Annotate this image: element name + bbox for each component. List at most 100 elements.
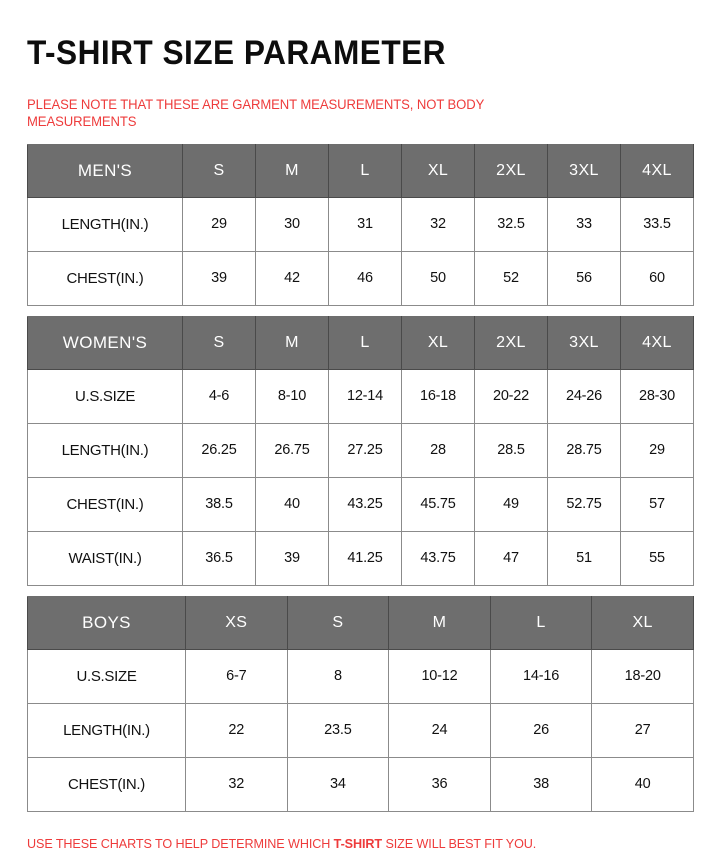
measurement-cell: 4-6	[182, 368, 256, 424]
column-header-m: M	[255, 315, 329, 370]
measurement-cell: 24	[388, 702, 491, 758]
row-label: CHEST(IN.)	[27, 756, 186, 812]
column-header-xl: XL	[401, 315, 475, 370]
column-header-l: L	[328, 143, 402, 198]
column-header-m: M	[388, 595, 491, 650]
measurement-cell: 39	[182, 250, 256, 306]
footer-note-prefix: USE THESE CHARTS TO HELP DETERMINE WHICH	[27, 835, 334, 851]
column-header-s: S	[286, 595, 390, 650]
measurement-cell: 8	[286, 648, 390, 704]
garment-measurement-note: PLEASE NOTE THAT THESE ARE GARMENT MEASU…	[27, 96, 485, 129]
measurement-cell: 49	[474, 476, 548, 532]
row-label: WAIST(IN.)	[27, 530, 183, 586]
column-header-xs: XS	[185, 595, 288, 650]
table-row: CHEST(IN.) 38.5 40 43.25 45.75 49 52.75 57	[27, 476, 694, 532]
measurement-cell: 12-14	[328, 368, 402, 424]
footer-note-suffix: SIZE WILL BEST FIT YOU.	[382, 835, 537, 851]
table-row: CHEST(IN.) 39 42 46 50 52 56 60	[27, 250, 694, 306]
measurement-cell: 28.5	[474, 422, 548, 478]
column-header-l: L	[489, 595, 593, 650]
measurement-cell: 26	[489, 702, 593, 758]
table-row: LENGTH(IN.) 26.25 26.75 27.25 28 28.5 28.75 29	[27, 422, 694, 478]
size-tables-container: MEN'S S M L XL 2XL 3XL 4XL LENGTH(IN.) 29 30 31 32 32…	[27, 143, 694, 812]
measurement-cell: 39	[255, 530, 329, 586]
measurement-cell: 36	[388, 756, 491, 812]
column-header-l: L	[328, 315, 402, 370]
measurement-cell: 24-26	[547, 368, 621, 424]
measurement-cell: 43.75	[401, 530, 475, 586]
measurement-cell: 26.75	[255, 422, 329, 478]
measurement-cell: 6-7	[185, 648, 288, 704]
measurement-cell: 47	[474, 530, 548, 586]
column-header-4xl: 4XL	[620, 315, 694, 370]
measurement-cell: 22	[185, 702, 288, 758]
measurement-cell: 60	[620, 250, 694, 306]
measurement-cell: 34	[286, 756, 390, 812]
measurement-cell: 29	[620, 422, 694, 478]
table-row: CHEST(IN.) 32 34 36 38 40	[27, 756, 694, 812]
column-header-2xl: 2XL	[474, 143, 548, 198]
table-title-mens: MEN'S	[27, 143, 183, 198]
measurement-cell: 32	[185, 756, 288, 812]
measurement-cell: 52.75	[547, 476, 621, 532]
column-header-xl: XL	[401, 143, 475, 198]
measurement-cell: 38	[489, 756, 593, 812]
table-row: LENGTH(IN.) 29 30 31 32 32.5 33 33.5	[27, 196, 694, 252]
measurement-cell: 43.25	[328, 476, 402, 532]
measurement-cell: 32.5	[474, 196, 548, 252]
measurement-cell: 28.75	[547, 422, 621, 478]
measurement-cell: 30	[255, 196, 329, 252]
row-label: LENGTH(IN.)	[27, 702, 186, 758]
measurement-cell: 33.5	[620, 196, 694, 252]
row-label: CHEST(IN.)	[27, 250, 183, 306]
measurement-cell: 45.75	[401, 476, 475, 532]
measurement-cell: 14-16	[489, 648, 593, 704]
table-row: WAIST(IN.) 36.5 39 41.25 43.75 47 51 55	[27, 530, 694, 586]
row-label: CHEST(IN.)	[27, 476, 183, 532]
measurement-cell: 20-22	[474, 368, 548, 424]
size-table-womens: WOMEN'S S M L XL 2XL 3XL 4XL U.S.SIZE 4-6 8-10 12-1…	[27, 315, 694, 586]
column-header-3xl: 3XL	[547, 315, 621, 370]
measurement-cell: 18-20	[591, 648, 694, 704]
measurement-cell: 10-12	[388, 648, 491, 704]
column-header-xl: XL	[591, 595, 694, 650]
table-row: U.S.SIZE 6-7 8 10-12 14-16 18-20	[27, 648, 694, 704]
row-label: U.S.SIZE	[27, 648, 186, 704]
row-label: LENGTH(IN.)	[27, 196, 183, 252]
measurement-cell: 23.5	[286, 702, 390, 758]
measurement-cell: 33	[547, 196, 621, 252]
measurement-cell: 57	[620, 476, 694, 532]
measurement-cell: 16-18	[401, 368, 475, 424]
measurement-cell: 8-10	[255, 368, 329, 424]
footer-note: USE THESE CHARTS TO HELP DETERMINE WHICH…	[27, 836, 673, 852]
measurement-cell: 28-30	[620, 368, 694, 424]
row-label: U.S.SIZE	[27, 368, 183, 424]
measurement-cell: 41.25	[328, 530, 402, 586]
measurement-cell: 32	[401, 196, 475, 252]
row-label: LENGTH(IN.)	[27, 422, 183, 478]
page-title: T-SHIRT SIZE PARAMETER	[27, 33, 446, 72]
measurement-cell: 51	[547, 530, 621, 586]
measurement-cell: 27	[591, 702, 694, 758]
measurement-cell: 46	[328, 250, 402, 306]
measurement-cell: 26.25	[182, 422, 256, 478]
size-chart-page: T-SHIRT SIZE PARAMETER PLEASE NOTE THAT …	[0, 23, 720, 851]
size-table-mens: MEN'S S M L XL 2XL 3XL 4XL LENGTH(IN.) 29 30 31 32 32…	[27, 143, 694, 306]
measurement-cell: 36.5	[182, 530, 256, 586]
table-header-row: BOYS XS S M L XL	[27, 595, 694, 650]
measurement-cell: 56	[547, 250, 621, 306]
footer-note-emphasis: T-SHIRT	[333, 835, 383, 851]
measurement-cell: 40	[591, 756, 694, 812]
column-header-s: S	[182, 143, 256, 198]
table-header-row: WOMEN'S S M L XL 2XL 3XL 4XL	[27, 315, 694, 370]
table-title-womens: WOMEN'S	[27, 315, 183, 370]
column-header-4xl: 4XL	[620, 143, 694, 198]
column-header-s: S	[182, 315, 256, 370]
measurement-cell: 50	[401, 250, 475, 306]
measurement-cell: 27.25	[328, 422, 402, 478]
table-header-row: MEN'S S M L XL 2XL 3XL 4XL	[27, 143, 694, 198]
table-row: U.S.SIZE 4-6 8-10 12-14 16-18 20-22 24-26 28-30	[27, 368, 694, 424]
size-table-boys: BOYS XS S M L XL U.S.SIZE 6-7 8 10-12 14-16 18-20 LE…	[27, 595, 694, 812]
measurement-cell: 28	[401, 422, 475, 478]
measurement-cell: 38.5	[182, 476, 256, 532]
